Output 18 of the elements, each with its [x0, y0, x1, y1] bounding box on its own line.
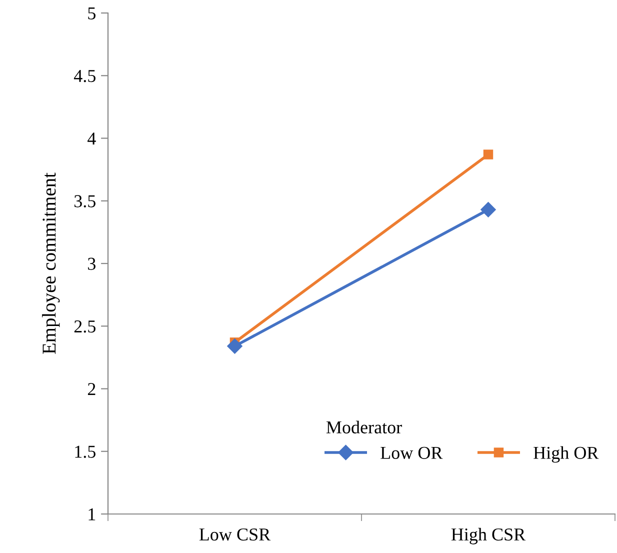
point: [227, 338, 242, 354]
y-tick-label: 4.5: [74, 70, 96, 82]
point: [480, 202, 496, 218]
legend-title: Moderator: [326, 420, 402, 434]
y-tick-label: 3.5: [74, 195, 96, 208]
point: [483, 150, 494, 160]
y-tick-label: 1: [88, 508, 96, 520]
x-tick-label: Low CSR: [199, 528, 271, 541]
y-tick-label: 2.5: [74, 320, 96, 333]
x-tick-label: High CSR: [451, 528, 526, 544]
y-axis-title: Employee commitment: [42, 172, 60, 354]
legend-label: Low OR: [380, 446, 443, 459]
y-tick-label: 3: [88, 258, 96, 270]
legend-label: High OR: [534, 446, 599, 463]
y-tick-label: 1.5: [75, 446, 96, 458]
y-tick-label: 4: [88, 132, 96, 145]
y-tick-label: 2: [88, 383, 96, 396]
y-tick-label: 5: [88, 7, 96, 20]
